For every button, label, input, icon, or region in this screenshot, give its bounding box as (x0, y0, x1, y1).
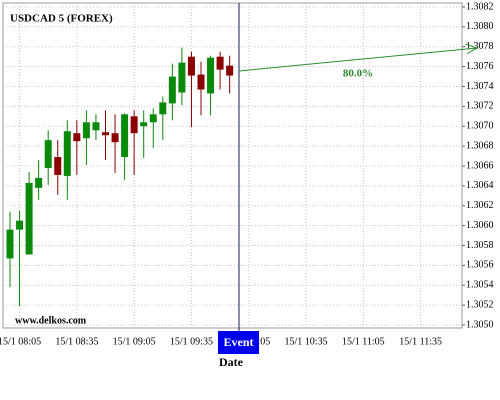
y-tick-label: 1.3064 (466, 180, 494, 191)
candle-body (187, 56, 195, 76)
y-tick-label: 1.3060 (466, 220, 494, 231)
candle-body (226, 65, 234, 76)
candle-body (207, 57, 215, 94)
y-tick-label: 1.3058 (466, 240, 494, 251)
y-tick-label: 1.3068 (466, 140, 494, 151)
candle-body (102, 132, 109, 136)
y-tick-label: 1.3074 (466, 81, 494, 92)
candle-body (44, 140, 52, 168)
candle-body (159, 102, 167, 115)
watermark: www.delkos.com (15, 315, 87, 326)
x-tick-label: 15/1 11:35 (399, 336, 442, 347)
candle-body (140, 122, 148, 127)
candle-body (92, 122, 100, 131)
y-tick-label: 1.3062 (466, 200, 494, 211)
candle-body (63, 131, 71, 176)
event-box (218, 331, 259, 354)
y-tick-label: 1.3052 (466, 299, 494, 310)
candle-body (121, 114, 129, 158)
y-tick-label: 1.3054 (466, 280, 494, 291)
candle-body (130, 116, 138, 134)
x-tick-label: 15/1 09:35 (170, 336, 213, 347)
candle-body (16, 220, 24, 230)
candle-body (25, 182, 33, 255)
annotation: 80.0% (343, 68, 373, 80)
candle-body (6, 229, 14, 259)
chart-title: USDCAD 5 (FOREX) (10, 13, 113, 25)
candle-body (197, 74, 205, 90)
x-tick-label: 15/1 08:05 (0, 336, 41, 347)
y-tick-label: 1.3070 (466, 121, 494, 132)
candle-body (35, 177, 43, 188)
x-tick-label: 15/1 08:35 (55, 336, 98, 347)
y-tick-label: 1.3080 (466, 21, 494, 32)
x-tick-label: 15/1 10:35 (285, 336, 328, 347)
forecast-arrow (238, 48, 477, 72)
y-tick-label: 1.3078 (466, 41, 494, 52)
candle-body (149, 114, 157, 123)
y-tick-label: 1.3082 (466, 1, 494, 12)
candle-body (168, 76, 176, 104)
candle-body (54, 157, 62, 175)
x-tick-label: 15/1 11:05 (342, 336, 385, 347)
x-axis-label: Date (219, 355, 244, 369)
y-tick-label: 1.3072 (466, 101, 494, 112)
y-tick-label: 1.3050 (466, 319, 494, 330)
candle-body (73, 133, 81, 142)
event-label: Event (224, 335, 254, 349)
y-tick-label: 1.3076 (466, 61, 494, 72)
candle-body (82, 122, 90, 139)
y-tick-label: 1.3066 (466, 160, 494, 171)
candle-body (216, 56, 224, 70)
y-tick-label: 1.3056 (466, 260, 494, 271)
candle-body (111, 133, 119, 143)
candle-body (178, 62, 186, 93)
x-tick-label: 15/1 09:05 (113, 336, 156, 347)
